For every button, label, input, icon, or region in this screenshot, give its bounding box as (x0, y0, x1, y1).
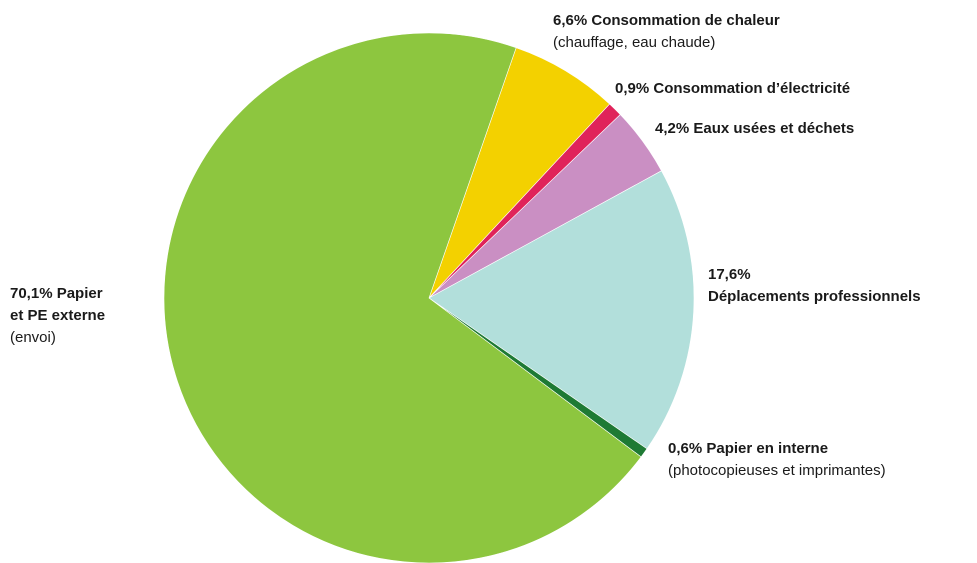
label-papier-interne-value: 0,6% Papier en interne (668, 440, 829, 457)
label-papier-externe-name: et PE externe (10, 307, 106, 324)
pie-slice-deplacements (428, 170, 695, 450)
label-electricite-value: 0,9% Consommation d’électricité (615, 80, 851, 97)
label-deplacements: 17,6% Déplacements professionnels (708, 264, 921, 308)
label-chaleur: 6,6% Consommation de chaleur (chauffage,… (553, 10, 780, 54)
label-chaleur-detail: (chauffage, eau chaude) (553, 34, 716, 51)
label-deplacements-value: 17,6% (708, 266, 751, 283)
label-chaleur-value: 6,6% Consommation de chaleur (553, 12, 780, 29)
label-eaux-value: 4,2% Eaux usées et déchets (655, 120, 855, 137)
label-papier-interne: 0,6% Papier en interne (photocopieuses e… (668, 438, 886, 482)
label-electricite: 0,9% Consommation d’électricité (615, 78, 850, 100)
pie-slice-chaleur (428, 47, 611, 299)
pie-slice-papier_externe (163, 32, 642, 563)
label-eaux: 4,2% Eaux usées et déchets (655, 118, 854, 140)
pie-slices (163, 32, 695, 563)
label-papier-externe-detail: (envoi) (10, 329, 56, 346)
label-papier-externe: 70,1% Papier et PE externe (envoi) (10, 283, 105, 349)
label-papier-interne-detail: (photocopieuses et imprimantes) (668, 462, 886, 479)
label-papier-externe-value: 70,1% Papier (10, 285, 103, 302)
label-deplacements-name: Déplacements professionnels (708, 288, 921, 305)
